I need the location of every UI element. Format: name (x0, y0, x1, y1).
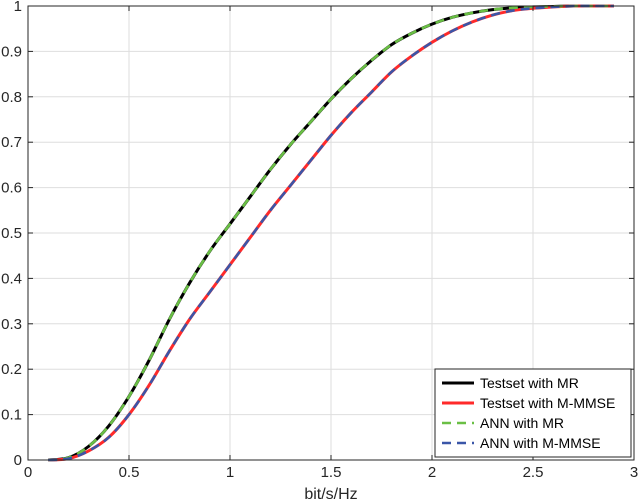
x-tick-label: 0 (24, 464, 32, 481)
y-tick-label: 0.5 (1, 225, 22, 242)
y-tick-label: 0.7 (1, 134, 22, 151)
axis-ticks: 0 0.5 1 1.5 2 2.5 3 0 0.1 0.2 0.3 0.4 0.5 0.6 0.7 0.8 0.… (1, 0, 638, 481)
series-line-4 (48, 4, 614, 462)
y-tick-label: 0.8 (1, 89, 22, 106)
y-tick-label: 0.3 (1, 316, 22, 333)
legend-entry-label: Testset with MR (480, 375, 579, 391)
y-tick-label: 0.9 (1, 43, 22, 60)
x-tick-label: 0.5 (119, 464, 140, 481)
y-tick-label: 0.6 (1, 180, 22, 197)
x-tick-label: 1 (226, 464, 234, 481)
y-tick-label: 0 (14, 452, 22, 469)
x-tick-label: 2.5 (523, 464, 544, 481)
x-tick-label: 2 (428, 464, 436, 481)
y-tick-label: 0.4 (1, 270, 22, 287)
legend-entry-label: Testset with M-MMSE (480, 395, 615, 411)
x-tick-label: 1.5 (321, 464, 342, 481)
series-lines (48, 4, 614, 462)
x-axis-label: bit/s/Hz (304, 486, 357, 503)
series-line-3 (48, 4, 614, 462)
legend-entry-label: ANN with M-MMSE (480, 435, 601, 451)
legend: Testset with MR Testset with M-MMSE ANN wi… (434, 368, 632, 458)
y-tick-label: 0.2 (1, 361, 22, 378)
y-tick-label: 0.1 (1, 407, 22, 424)
y-tick-label: 1 (14, 0, 22, 15)
x-tick-label: 3 (630, 464, 638, 481)
legend-entry-label: ANN with MR (480, 415, 564, 431)
